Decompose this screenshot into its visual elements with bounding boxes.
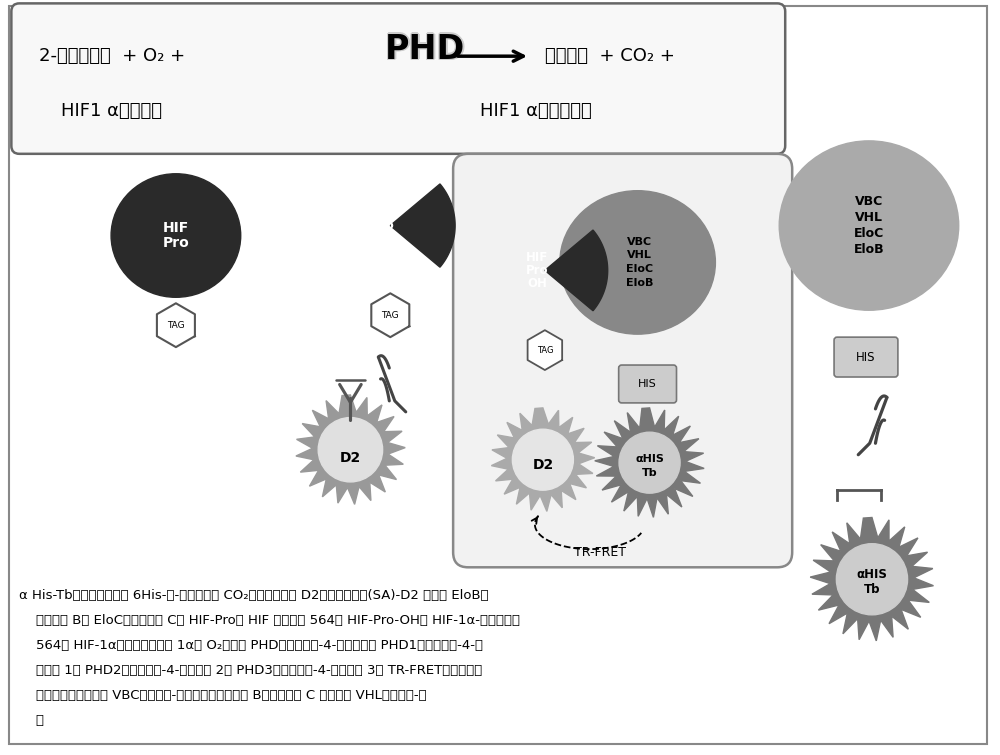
Polygon shape bbox=[595, 408, 704, 517]
Text: VBC: VBC bbox=[855, 195, 883, 208]
Text: 琥珀酸盐  + CO₂ +: 琥珀酸盐 + CO₂ + bbox=[545, 47, 675, 65]
Text: TR-FRET: TR-FRET bbox=[574, 546, 626, 559]
Text: EloC: EloC bbox=[854, 227, 884, 240]
Text: Pro: Pro bbox=[163, 236, 189, 250]
Text: 化酶域 1； PHD2：脖氨酰基-4-羟化酶域 2； PHD3：脖氨酰基-4-羟化酶域 3； TR-FRET：时间分辨: 化酶域 1； PHD2：脖氨酰基-4-羟化酶域 2； PHD3：脖氨酰基-4-羟… bbox=[19, 664, 483, 677]
Text: PHD: PHD bbox=[385, 32, 465, 66]
FancyBboxPatch shape bbox=[11, 3, 785, 154]
Text: OH: OH bbox=[527, 277, 547, 290]
Polygon shape bbox=[491, 408, 595, 511]
Circle shape bbox=[619, 432, 680, 493]
Polygon shape bbox=[528, 330, 562, 370]
Ellipse shape bbox=[111, 174, 241, 297]
Text: EloC: EloC bbox=[626, 264, 653, 274]
Text: Pro: Pro bbox=[526, 264, 548, 277]
Polygon shape bbox=[157, 304, 195, 347]
Text: HIS: HIS bbox=[856, 350, 876, 364]
Text: EloB: EloB bbox=[626, 279, 653, 288]
Text: 荧光共振能量转移； VBC：逢希伯-林道蛋白、延伸蛋白 B、延伸蛋白 C 复合物； VHL：逢希伯-林: 荧光共振能量转移； VBC：逢希伯-林道蛋白、延伸蛋白 B、延伸蛋白 C 复合物… bbox=[19, 689, 427, 702]
Text: 564； HIF-1α：缺氧诱导因子 1α； O₂：氧； PHD：脖氨酰基-4-羟化酶域； PHD1：脖氨酰基-4-羟: 564； HIF-1α：缺氧诱导因子 1α； O₂：氧； PHD：脖氨酰基-4-… bbox=[19, 639, 483, 652]
Text: PHD: PHD bbox=[384, 32, 464, 66]
Text: 延伸蛋白 B； EloC：延伸蛋白 C； HIF-Pro： HIF 的脖氨酸 564； HIF-Pro-OH： HIF-1α-羟基脖氨酸: 延伸蛋白 B； EloC：延伸蛋白 C； HIF-Pro： HIF 的脖氨酸 5… bbox=[19, 614, 520, 627]
Text: HIF1 α－脯氨酸: HIF1 α－脯氨酸 bbox=[61, 102, 162, 120]
Text: TAG: TAG bbox=[537, 346, 553, 355]
Text: PHD: PHD bbox=[385, 34, 465, 67]
Polygon shape bbox=[371, 293, 409, 337]
Text: D2: D2 bbox=[532, 458, 554, 472]
Text: HIF: HIF bbox=[371, 205, 394, 218]
Text: OH: OH bbox=[372, 233, 393, 246]
Ellipse shape bbox=[779, 141, 959, 310]
Text: TAG: TAG bbox=[381, 311, 399, 319]
FancyBboxPatch shape bbox=[619, 365, 677, 403]
Text: HIF1 α－羟脯氨酸: HIF1 α－羟脯氨酸 bbox=[480, 102, 592, 120]
Text: α His-Tb：单克隆抵体抗 6His-钽-穴合物金； CO₂：二氧化碳； D2：链霞亲和素(SA)-D2 受体； EloB：: α His-Tb：单克隆抵体抗 6His-钽-穴合物金； CO₂：二氧化碳； D… bbox=[19, 589, 489, 602]
Text: Pro: Pro bbox=[370, 219, 394, 232]
Text: PHD: PHD bbox=[384, 34, 464, 66]
Text: VBC: VBC bbox=[627, 236, 652, 246]
Text: VHL: VHL bbox=[855, 211, 883, 224]
Text: HIF: HIF bbox=[163, 221, 189, 235]
Text: HIF: HIF bbox=[526, 251, 548, 264]
FancyBboxPatch shape bbox=[834, 337, 898, 377]
Text: VHL: VHL bbox=[627, 251, 652, 260]
Polygon shape bbox=[545, 230, 608, 311]
Circle shape bbox=[318, 418, 383, 482]
Polygon shape bbox=[810, 517, 933, 641]
Text: PHD: PHD bbox=[386, 32, 466, 65]
Text: Tb: Tb bbox=[864, 583, 880, 596]
Text: Tb: Tb bbox=[642, 467, 657, 478]
Text: αHIS: αHIS bbox=[857, 569, 887, 581]
Ellipse shape bbox=[560, 191, 715, 334]
Text: PHD: PHD bbox=[385, 31, 465, 64]
Polygon shape bbox=[296, 395, 405, 504]
Circle shape bbox=[512, 429, 573, 490]
Text: D2: D2 bbox=[340, 451, 361, 465]
Circle shape bbox=[836, 544, 908, 615]
Text: PHD: PHD bbox=[384, 32, 464, 65]
Text: 道: 道 bbox=[19, 713, 44, 727]
Text: HIS: HIS bbox=[638, 379, 657, 389]
FancyBboxPatch shape bbox=[453, 154, 792, 567]
Text: 2-氧代戊二酸  + O₂ +: 2-氧代戊二酸 + O₂ + bbox=[39, 47, 185, 65]
Text: TAG: TAG bbox=[167, 321, 185, 330]
Text: EloB: EloB bbox=[854, 243, 884, 256]
Polygon shape bbox=[390, 184, 455, 267]
Text: PHD: PHD bbox=[387, 32, 467, 66]
Text: αHIS: αHIS bbox=[635, 454, 664, 464]
Text: PHD: PHD bbox=[386, 34, 466, 66]
